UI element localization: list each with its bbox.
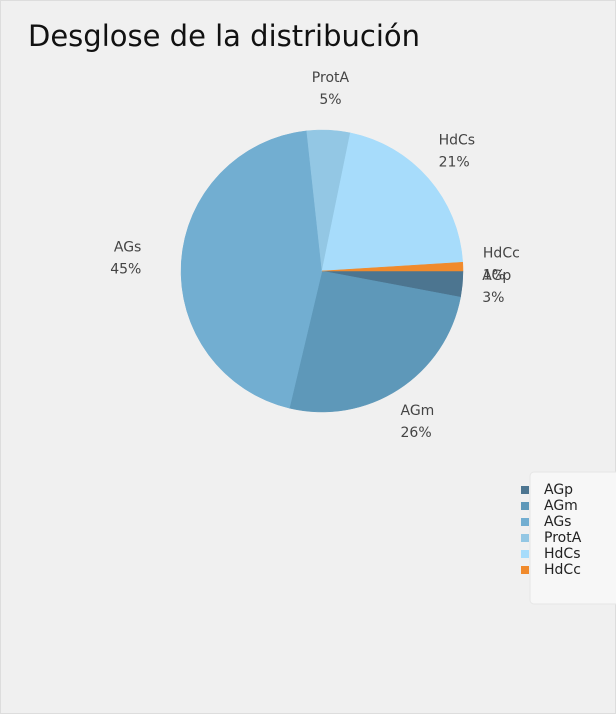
slice-value-label: 3% <box>482 290 504 306</box>
pie-slice <box>321 132 463 272</box>
chart-title: Desglose de la distribución <box>28 19 420 53</box>
legend-swatch <box>521 486 529 494</box>
legend-label: AGm <box>544 498 578 514</box>
legend-swatch <box>521 518 529 526</box>
legend-box <box>529 471 616 605</box>
slice-label: AGs <box>114 240 141 256</box>
legend-swatch <box>521 566 529 574</box>
legend-label: HdCs <box>544 546 580 562</box>
pie-slice <box>180 130 323 409</box>
slice-label: ProtA <box>312 70 350 86</box>
slice-value-label: 45% <box>110 262 141 278</box>
slice-label: AGp <box>482 268 511 284</box>
pie-slice <box>289 270 461 413</box>
slice-value-label: 1% <box>483 267 505 283</box>
slice-value-label: 21% <box>439 154 470 170</box>
slice-value-label: 26% <box>401 425 432 441</box>
slice-label: HdCs <box>439 132 475 148</box>
legend-swatch <box>521 550 529 558</box>
legend-label: AGs <box>544 514 571 530</box>
legend-swatch <box>521 502 529 510</box>
slice-label: AGm <box>401 403 435 419</box>
legend-swatch <box>521 534 529 542</box>
legend-label: AGp <box>544 482 573 498</box>
pie-slice <box>321 261 464 272</box>
slice-value-label: 5% <box>319 92 341 108</box>
legend-label: ProtA <box>544 530 582 546</box>
legend-label: HdCc <box>544 562 581 578</box>
slice-label: HdCc <box>483 245 520 261</box>
